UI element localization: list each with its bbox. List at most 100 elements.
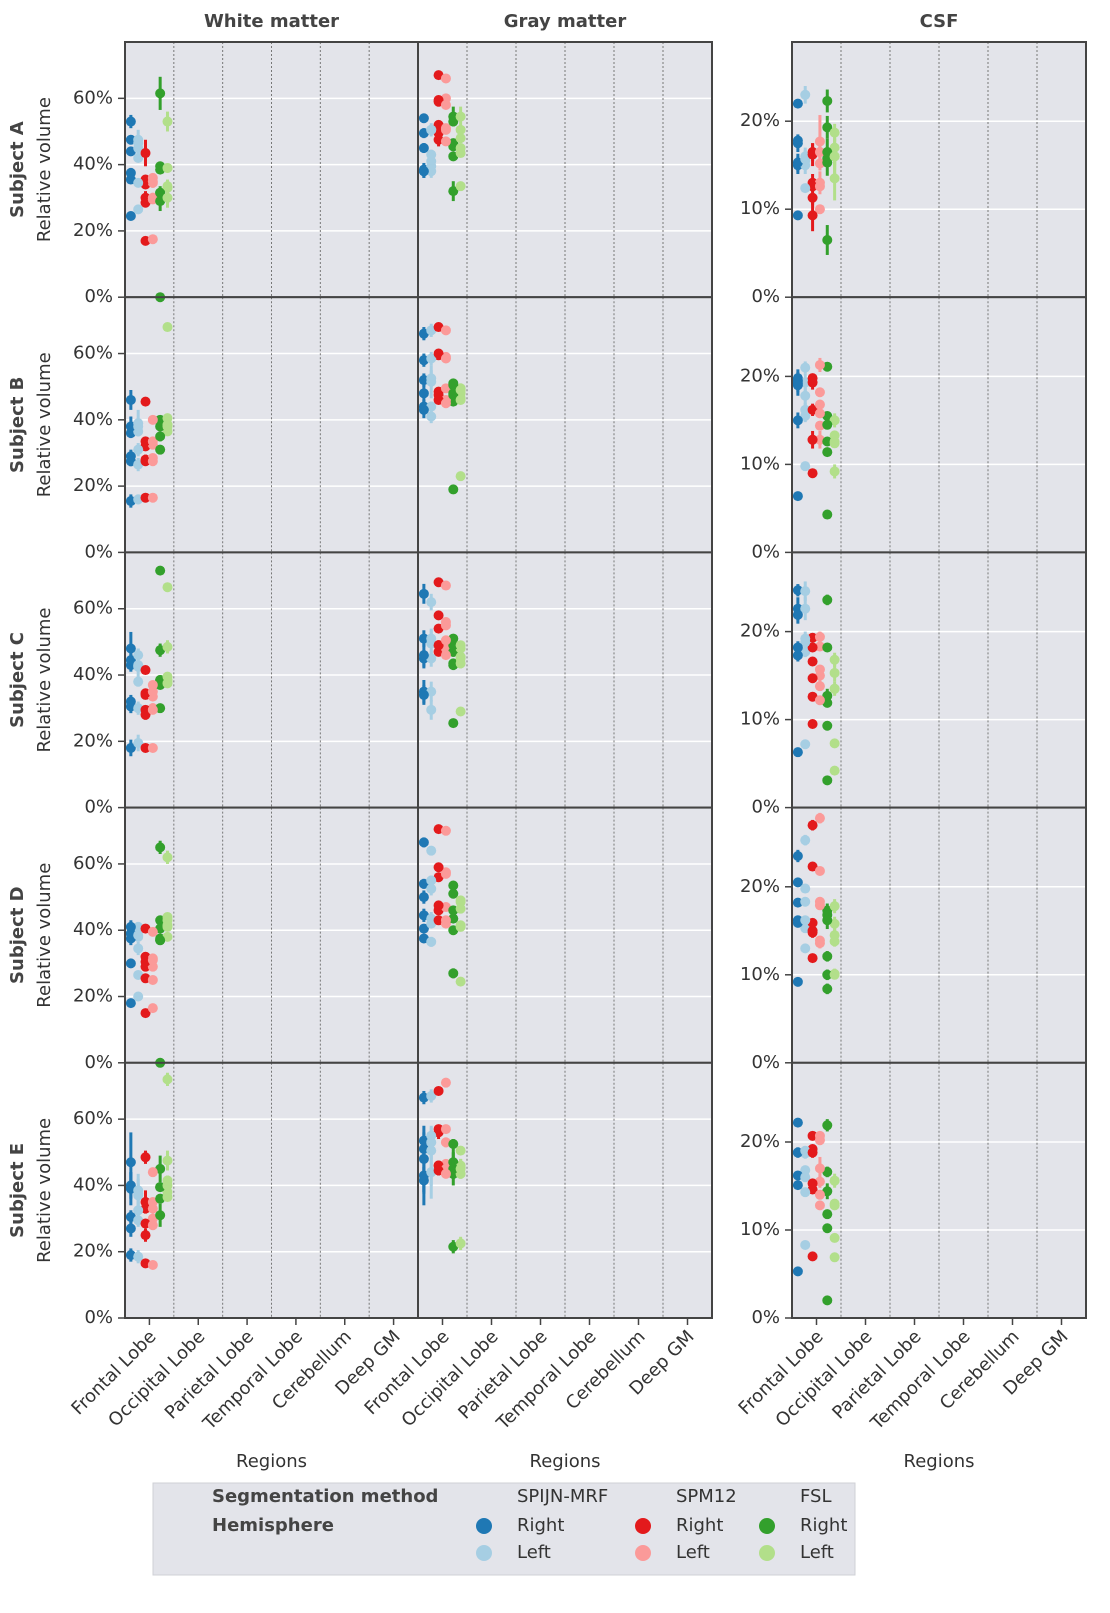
point	[829, 415, 840, 426]
point	[440, 1077, 451, 1088]
point	[162, 1192, 173, 1203]
point	[455, 181, 466, 192]
point	[147, 436, 158, 447]
point	[147, 1220, 158, 1231]
point	[440, 136, 451, 147]
column-title: White matter	[204, 11, 339, 32]
point	[440, 635, 451, 646]
point	[455, 1163, 466, 1174]
point	[822, 775, 833, 786]
point	[426, 353, 437, 364]
row-label: Subject C	[7, 632, 28, 728]
point	[440, 73, 451, 84]
y-tick-label: 20%	[73, 986, 113, 1007]
point	[814, 204, 825, 215]
point	[448, 389, 459, 400]
point	[807, 820, 818, 831]
point	[455, 143, 466, 154]
point	[426, 883, 437, 894]
point	[426, 156, 437, 167]
column-title: Gray matter	[504, 11, 627, 32]
point	[162, 920, 173, 931]
point	[807, 656, 818, 667]
point	[140, 742, 151, 753]
point	[418, 689, 429, 700]
point	[162, 192, 173, 203]
point	[426, 597, 437, 608]
point	[418, 1153, 429, 1164]
legend-marker	[759, 1545, 775, 1561]
point	[155, 431, 166, 442]
y-tick-label: 20%	[73, 220, 113, 241]
point	[133, 444, 144, 455]
y-tick-label: 0%	[751, 286, 780, 307]
point	[455, 124, 466, 135]
point	[800, 1172, 811, 1183]
y-tick-label: 20%	[73, 730, 113, 751]
point	[155, 1210, 166, 1221]
point	[814, 900, 825, 911]
point	[792, 609, 803, 620]
point	[807, 210, 818, 221]
point	[800, 89, 811, 100]
row-label: Subject B	[7, 377, 28, 473]
legend-marker	[635, 1545, 651, 1561]
y-tick-label: 40%	[73, 919, 113, 940]
point	[800, 183, 811, 194]
point	[147, 1259, 158, 1270]
point	[426, 845, 437, 856]
point	[807, 861, 818, 872]
point	[822, 915, 833, 926]
point	[147, 974, 158, 985]
point	[147, 414, 158, 425]
x-axis-label: Regions	[530, 1451, 601, 1472]
y-tick-label: 40%	[73, 409, 113, 430]
y-axis-label: Relative volume	[34, 352, 55, 497]
point	[792, 98, 803, 109]
y-tick-label: 20%	[740, 1131, 780, 1152]
point	[155, 565, 166, 576]
point	[125, 394, 136, 405]
point	[140, 1152, 151, 1163]
point	[792, 585, 803, 596]
point	[800, 883, 811, 894]
point	[440, 1168, 451, 1179]
point	[792, 976, 803, 987]
point	[814, 641, 825, 652]
point	[133, 1251, 144, 1262]
point	[125, 643, 136, 654]
point	[829, 654, 840, 665]
point	[455, 1145, 466, 1156]
point	[162, 419, 173, 430]
point	[814, 399, 825, 410]
y-tick-label: 20%	[740, 876, 780, 897]
point	[822, 690, 833, 701]
point	[162, 911, 173, 922]
point	[829, 969, 840, 980]
point	[792, 877, 803, 888]
point	[140, 436, 151, 447]
point	[829, 1175, 840, 1186]
point	[162, 181, 173, 192]
point	[440, 617, 451, 627]
point	[822, 1295, 833, 1306]
point	[133, 930, 144, 941]
point	[814, 664, 825, 675]
point	[426, 704, 437, 715]
legend-marker	[635, 1518, 651, 1534]
point	[829, 738, 840, 749]
point	[800, 896, 811, 907]
point	[448, 968, 459, 979]
point	[814, 408, 825, 419]
legend-label: Right	[800, 1515, 847, 1536]
y-tick-label: 0%	[751, 1307, 780, 1328]
point	[822, 720, 833, 731]
point	[792, 1266, 803, 1277]
point	[440, 99, 451, 110]
point	[455, 976, 466, 987]
y-tick-label: 10%	[740, 1219, 780, 1240]
point	[822, 95, 833, 106]
y-axis-label: Relative volume	[34, 608, 55, 753]
y-tick-label: 60%	[73, 87, 113, 108]
point	[440, 1124, 451, 1135]
